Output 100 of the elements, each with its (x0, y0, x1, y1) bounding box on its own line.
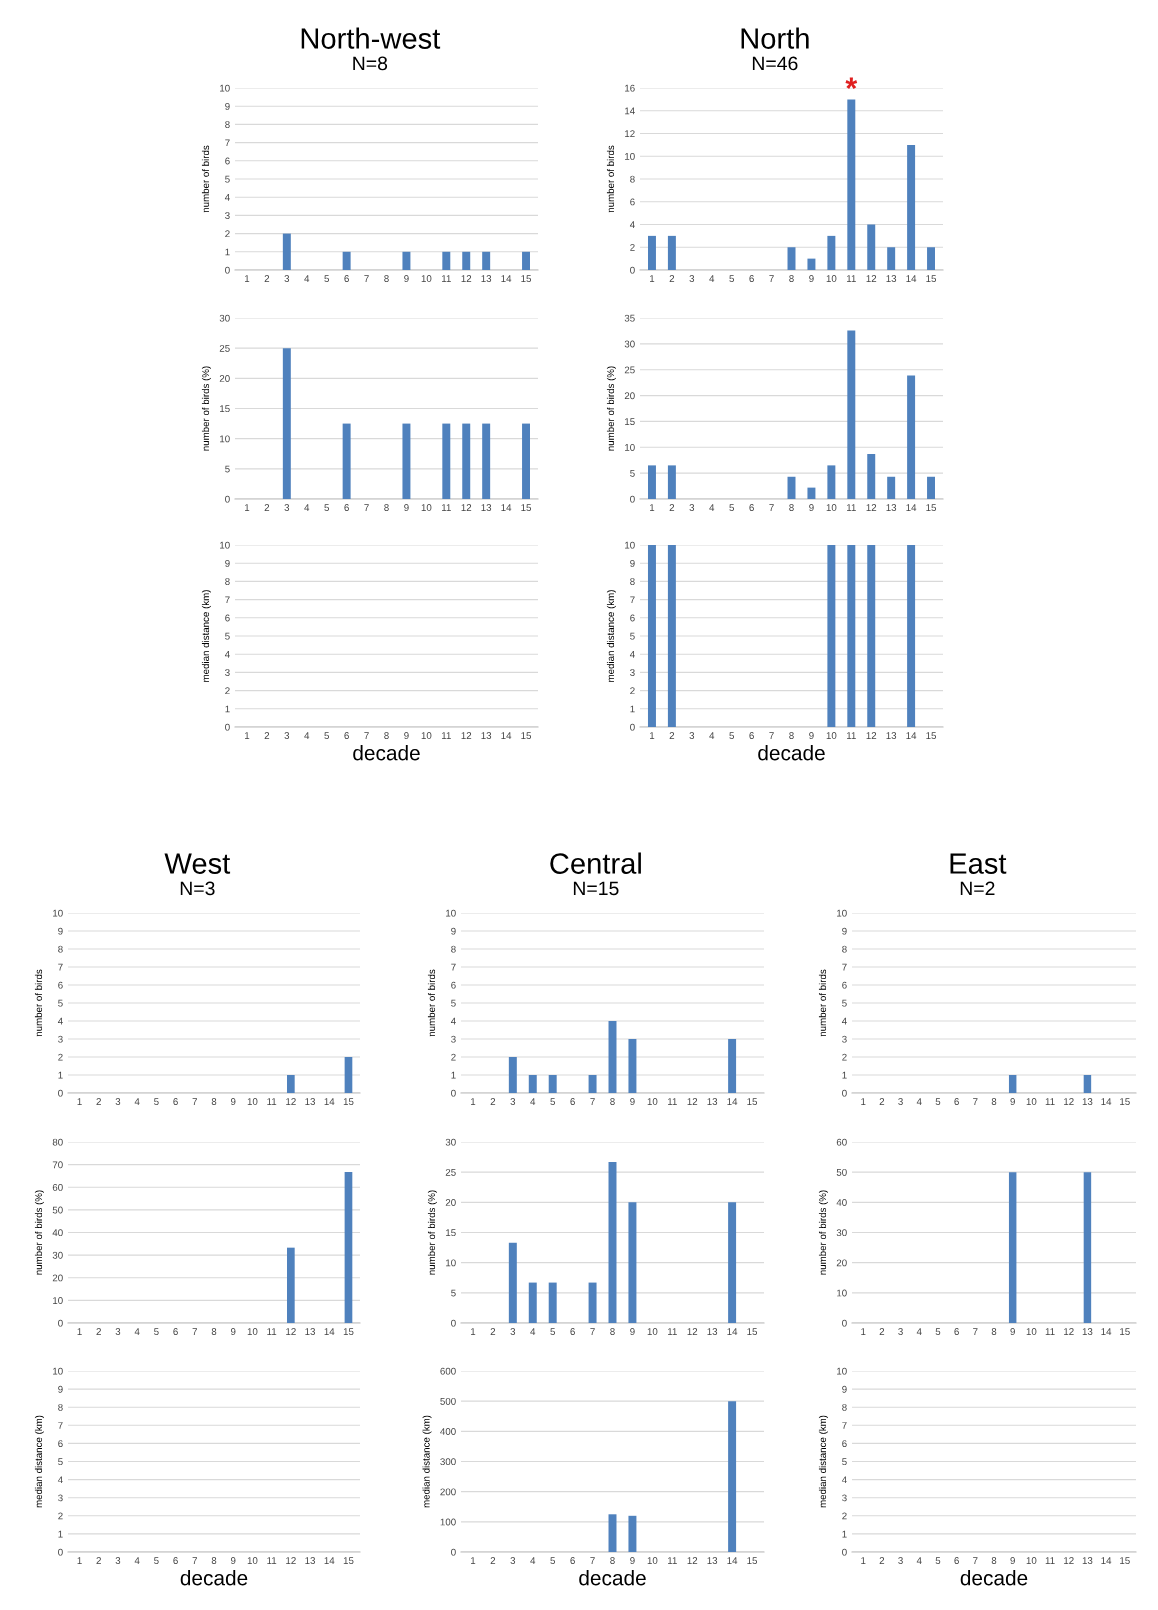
y-axis-title: number of birds (201, 145, 210, 213)
y-tick-label: 9 (842, 1385, 847, 1393)
x-tick-label: 10 (1026, 1557, 1037, 1564)
x-tick-label: 5 (935, 1328, 941, 1335)
x-tick-label: 11 (847, 275, 856, 282)
bar (728, 1039, 737, 1093)
x-tick-label: 5 (935, 1098, 941, 1105)
y-axis-title: number of birds (818, 969, 827, 1037)
y-axis-title: number of birds (%) (34, 1190, 44, 1275)
x-tick-label: 5 (154, 1098, 159, 1105)
x-tick-label: 4 (916, 1328, 922, 1335)
x-tick-label: 3 (689, 732, 695, 739)
y-tick-label: 4 (57, 1476, 63, 1484)
y-axis-title: number of birds (%) (818, 1190, 828, 1275)
y-tick-label: 4 (224, 194, 230, 201)
x-tick-label: 14 (1101, 1557, 1112, 1564)
x-tick-label: 12 (286, 1557, 296, 1564)
x-tick-label: 11 (668, 1557, 677, 1564)
y-tick-label: 5 (842, 999, 847, 1007)
x-tick-label: 1 (245, 275, 250, 282)
x-tick-label: 12 (866, 275, 877, 282)
y-axis-title: median distance (km) (201, 590, 211, 682)
y-axis-title: median distance (km) (606, 590, 616, 682)
x-tick-label: 11 (442, 732, 451, 739)
y-tick-label: 7 (630, 596, 635, 604)
y-tick-label: 1 (225, 705, 230, 713)
x-tick-label: 4 (709, 504, 715, 511)
x-tick-label: 10 (1026, 1328, 1037, 1335)
bar (867, 224, 876, 270)
x-tick-label: 11 (267, 1328, 277, 1335)
y-tick-label: 15 (220, 405, 230, 413)
y-tick-label: 4 (841, 1017, 847, 1025)
bar (847, 99, 856, 270)
x-tick-label: 15 (521, 504, 532, 511)
y-tick-label: 25 (219, 344, 230, 352)
bar (667, 235, 676, 270)
y-tick-label: 10 (625, 444, 635, 451)
y-tick-label: 10 (837, 1367, 847, 1375)
x-tick-label: 2 (96, 1557, 101, 1564)
x-tick-label: 4 (134, 1557, 140, 1564)
y-tick-label: 2 (451, 1053, 456, 1061)
y-tick-label: 0 (630, 495, 635, 503)
x-tick-label: 6 (954, 1098, 959, 1105)
x-tick-label: 13 (481, 275, 492, 282)
chart-title: Central (550, 852, 641, 874)
x-tick-label: 1 (650, 504, 655, 511)
y-tick-label: 10 (53, 1297, 63, 1304)
bar (728, 1202, 737, 1323)
x-tick-label: 12 (687, 1557, 698, 1564)
x-tick-label: 13 (707, 1557, 718, 1564)
bar (907, 144, 916, 270)
y-tick-label: 10 (837, 1289, 847, 1297)
y-tick-label: 0 (58, 1089, 63, 1097)
chart-subtitle: N=46 (752, 56, 798, 71)
x-tick-label: 2 (879, 1557, 885, 1564)
x-tick-label: 9 (404, 504, 409, 511)
x-tick-label: 7 (192, 1557, 198, 1564)
x-tick-label: 8 (991, 1557, 997, 1564)
x-tick-label: 11 (1045, 1098, 1055, 1105)
y-tick-label: 15 (625, 418, 635, 426)
x-tick-label: 3 (115, 1328, 121, 1335)
y-tick-label: 4 (629, 221, 635, 229)
x-tick-label: 6 (344, 504, 349, 511)
y-tick-label: 7 (225, 139, 230, 147)
x-tick-label: 7 (973, 1328, 978, 1335)
y-tick-label: 6 (842, 1440, 847, 1448)
y-tick-label: 6 (225, 614, 230, 622)
y-tick-label: 10 (53, 1367, 63, 1375)
x-axis-title: decade (180, 1570, 248, 1586)
x-tick-label: 2 (669, 275, 675, 282)
x-axis-title: decade (758, 745, 825, 761)
x-tick-label: 8 (211, 1098, 217, 1105)
y-tick-label: 7 (58, 1422, 63, 1429)
y-tick-label: 5 (451, 999, 456, 1007)
y-tick-label: 4 (629, 651, 635, 658)
x-tick-label: 12 (286, 1328, 296, 1335)
x-tick-label: 13 (305, 1557, 316, 1564)
x-tick-label: 14 (906, 732, 917, 739)
y-tick-label: 10 (220, 435, 230, 443)
y-tick-label: 8 (58, 1403, 63, 1411)
y-tick-label: 8 (842, 1403, 847, 1411)
x-tick-label: 1 (471, 1098, 476, 1105)
y-tick-label: 5 (58, 999, 63, 1007)
y-tick-label: 10 (446, 1259, 456, 1267)
x-tick-label: 4 (134, 1098, 140, 1105)
y-tick-label: 5 (225, 632, 230, 640)
bar (927, 247, 936, 270)
x-tick-label: 15 (343, 1098, 354, 1105)
x-tick-label: 5 (729, 732, 734, 739)
x-tick-label: 7 (192, 1098, 198, 1105)
bar (628, 1039, 637, 1093)
bar (827, 235, 836, 270)
x-tick-label: 14 (727, 1328, 738, 1335)
x-tick-label: 3 (689, 504, 695, 511)
bar (847, 330, 856, 499)
x-tick-label: 1 (77, 1328, 82, 1335)
x-tick-label: 10 (647, 1557, 658, 1564)
x-tick-label: 11 (267, 1557, 277, 1564)
y-tick-label: 3 (842, 1494, 847, 1502)
y-tick-label: 6 (58, 981, 63, 989)
